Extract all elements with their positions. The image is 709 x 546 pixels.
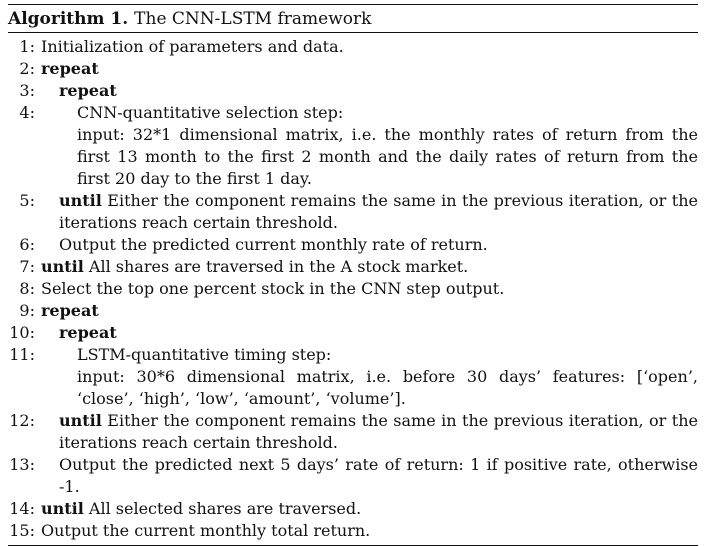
keyword: until: [59, 191, 102, 210]
line-text-block: until All selected shares are traversed.: [41, 498, 698, 520]
algorithm-line: 9: repeat: [8, 300, 698, 322]
line-text-block: Output the current monthly total return.: [41, 520, 698, 542]
algorithm-line: 5: until Either the component remains the…: [8, 190, 698, 234]
keyword: repeat: [41, 301, 99, 320]
algorithm-line: 1: Initialization of parameters and data.: [8, 36, 698, 58]
line-text: Either the component remains the same in…: [59, 191, 698, 232]
line-text: CNN-quantitative selection step:: [77, 103, 344, 122]
line-content: Select the top one percent stock in the …: [35, 278, 698, 300]
algorithm-line: 12: until Either the component remains th…: [8, 410, 698, 454]
line-content: repeat: [35, 58, 698, 80]
line-content: LSTM-quantitative timing step: input: 30*…: [35, 344, 698, 410]
algorithm-box: Algorithm 1. The CNN-LSTM framework 1: In…: [8, 4, 698, 546]
algorithm-line: 3: repeat: [8, 80, 698, 102]
algorithm-line: 10: repeat: [8, 322, 698, 344]
keyword: repeat: [59, 323, 117, 342]
line-text-block: until Either the component remains the s…: [59, 410, 698, 454]
line-number: 15:: [9, 521, 35, 540]
line-text: Output the current monthly total return.: [41, 521, 371, 540]
line-content: until Either the component remains the s…: [35, 190, 698, 234]
line-text: Initialization of parameters and data.: [41, 37, 344, 56]
algorithm-line: 8: Select the top one percent stock in th…: [8, 278, 698, 300]
line-content: until All selected shares are traversed.: [35, 498, 698, 520]
keyword: until: [41, 257, 84, 276]
algorithm-label: Algorithm 1.: [8, 8, 129, 29]
line-text: Output the predicted current monthly rat…: [59, 235, 488, 254]
line-text: LSTM-quantitative timing step:: [77, 345, 332, 364]
line-number: 2:: [19, 59, 35, 78]
line-number: 14:: [9, 499, 35, 518]
line-content: until Either the component remains the s…: [35, 410, 698, 454]
line-number: 13:: [9, 455, 35, 474]
line-text-block: Select the top one percent stock in the …: [41, 278, 698, 300]
keyword: until: [41, 499, 84, 518]
line-text-block: Output the predicted next 5 days’ rate o…: [59, 454, 698, 498]
line-number: 7:: [19, 257, 35, 276]
line-text: Select the top one percent stock in the …: [41, 279, 505, 298]
line-content: repeat: [35, 300, 698, 322]
line-number: 6:: [19, 235, 35, 254]
algorithm-line: 2: repeat: [8, 58, 698, 80]
keyword: repeat: [59, 81, 117, 100]
algorithm-line: 6: Output the predicted current monthly r…: [8, 234, 698, 256]
line-content: Output the current monthly total return.: [35, 520, 698, 542]
line-number: 5:: [19, 191, 35, 210]
line-text-block: Initialization of parameters and data.: [41, 36, 698, 58]
line-text-block: repeat: [59, 322, 698, 344]
line-number: 1:: [19, 37, 35, 56]
keyword: repeat: [41, 59, 99, 78]
line-number: 8:: [19, 279, 35, 298]
line-content: repeat: [35, 322, 698, 344]
algorithm-line: 4: CNN-quantitative selection step: input:…: [8, 102, 698, 190]
line-text-block: until All shares are traversed in the A …: [41, 256, 698, 278]
line-text: All selected shares are traversed.: [88, 499, 362, 518]
line-text-block: LSTM-quantitative timing step:: [77, 344, 698, 366]
line-text-block: repeat: [59, 80, 698, 102]
line-text-block: CNN-quantitative selection step:: [77, 102, 698, 124]
line-number: 11:: [9, 345, 35, 364]
line-text: Either the component remains the same in…: [59, 411, 698, 452]
algorithm-line: 14: until All selected shares are travers…: [8, 498, 698, 520]
line-content: CNN-quantitative selection step: input: 3…: [35, 102, 698, 190]
top-rule: [8, 4, 698, 5]
algorithm-line: 7: until All shares are traversed in the …: [8, 256, 698, 278]
line-text: All shares are traversed in the A stock …: [88, 257, 469, 276]
line-content: Initialization of parameters and data.: [35, 36, 698, 58]
line-input-description: input: 30*6 dimensional matrix, i.e. bef…: [77, 367, 698, 408]
algorithm-caption: Algorithm 1. The CNN-LSTM framework: [8, 5, 698, 32]
line-text-block: repeat: [41, 58, 698, 80]
keyword: until: [59, 411, 102, 430]
algorithm-line: 13: Output the predicted next 5 days’ rat…: [8, 454, 698, 498]
caption-rule: [8, 32, 698, 33]
algorithm-title: The CNN-LSTM framework: [134, 8, 372, 29]
line-number: 9:: [19, 301, 35, 320]
line-content: Output the predicted next 5 days’ rate o…: [35, 454, 698, 498]
line-content: until All shares are traversed in the A …: [35, 256, 698, 278]
line-text-block: until Either the component remains the s…: [59, 190, 698, 234]
line-content: repeat: [35, 80, 698, 102]
line-text: Output the predicted next 5 days’ rate o…: [59, 455, 698, 496]
algorithm-line: 15: Output the current monthly total retu…: [8, 520, 698, 542]
algorithm-line: 11: LSTM-quantitative timing step: input: …: [8, 344, 698, 410]
algorithm-body: 1: Initialization of parameters and data.…: [8, 33, 698, 545]
line-number: 12:: [9, 411, 35, 430]
line-content: Output the predicted current monthly rat…: [35, 234, 698, 256]
line-text-block: repeat: [41, 300, 698, 322]
line-text-block: Output the predicted current monthly rat…: [59, 234, 698, 256]
line-number: 4:: [19, 103, 35, 122]
line-input-description: input: 32*1 dimensional matrix, i.e. the…: [77, 125, 698, 188]
line-number: 10:: [9, 323, 35, 342]
line-number: 3:: [19, 81, 35, 100]
